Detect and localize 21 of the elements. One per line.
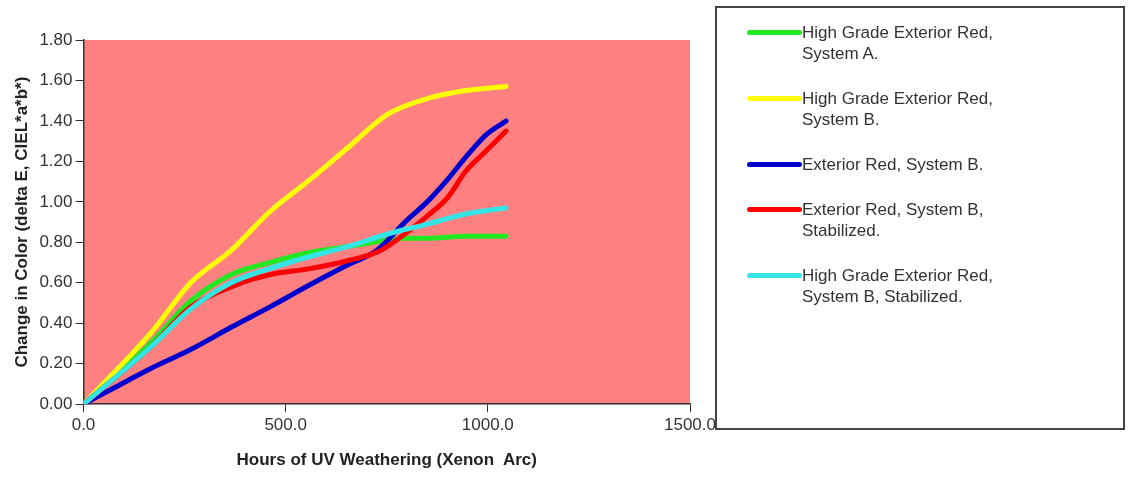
x-axis-title: Hours of UV Weathering (Xenon Arc) [236,450,537,470]
x-tick-label: 500.0 [264,415,307,435]
x-tick-label: 1500.0 [664,415,716,435]
legend-label: Exterior Red, System B. [802,154,985,175]
legend-label: High Grade Exterior Red, System B. [802,88,994,130]
y-tick-label: 0.20 [39,353,73,373]
y-tick-label: 1.60 [39,70,73,90]
legend-label: High Grade Exterior Red, System B, Stabilized. [802,265,994,307]
y-tick-label: 1.00 [39,191,73,211]
y-tick-label: 1.80 [39,29,73,49]
legend-label: Exterior Red, System B, Stabilized. [802,199,985,241]
y-axis-title: Change in Color (delta E, CIEL*a*b*) [11,76,31,368]
y-tick-label: 1.40 [39,110,73,130]
y-tick-label: 0.60 [39,272,73,292]
y-tick-label: 0.00 [39,393,73,413]
legend-label: High Grade Exterior Red, System A. [802,22,994,64]
y-tick-label: 0.80 [39,232,73,252]
x-tick-label: 1000.0 [461,415,514,435]
x-tick-label: 0.0 [71,415,96,435]
y-tick-label: 0.40 [39,312,73,332]
y-tick-label: 1.20 [39,151,73,171]
